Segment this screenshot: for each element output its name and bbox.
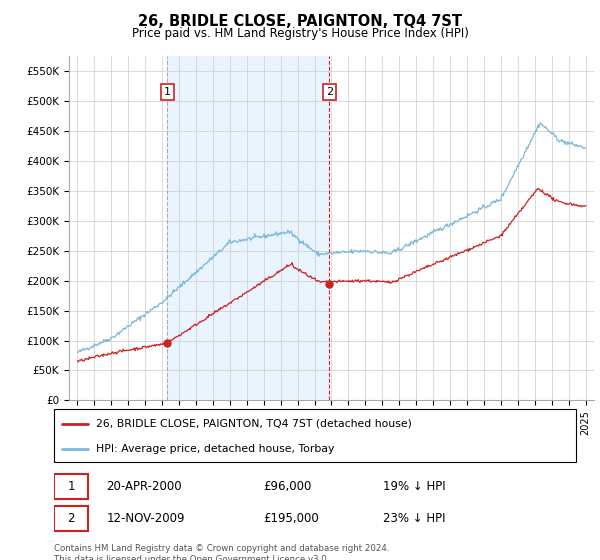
Text: 2: 2 (326, 87, 333, 97)
Text: 19% ↓ HPI: 19% ↓ HPI (383, 480, 445, 493)
Text: 26, BRIDLE CLOSE, PAIGNTON, TQ4 7ST (detached house): 26, BRIDLE CLOSE, PAIGNTON, TQ4 7ST (det… (96, 419, 412, 429)
Text: Price paid vs. HM Land Registry's House Price Index (HPI): Price paid vs. HM Land Registry's House … (131, 27, 469, 40)
Text: Contains HM Land Registry data © Crown copyright and database right 2024.
This d: Contains HM Land Registry data © Crown c… (54, 544, 389, 560)
Text: HPI: Average price, detached house, Torbay: HPI: Average price, detached house, Torb… (96, 444, 334, 454)
Bar (167, 56, 329, 400)
Text: 26, BRIDLE CLOSE, PAIGNTON, TQ4 7ST: 26, BRIDLE CLOSE, PAIGNTON, TQ4 7ST (138, 14, 462, 29)
Text: 1: 1 (67, 480, 75, 493)
Text: 20-APR-2000: 20-APR-2000 (106, 480, 182, 493)
Text: 12-NOV-2009: 12-NOV-2009 (106, 512, 185, 525)
Bar (54, 506, 88, 531)
Text: 1: 1 (164, 87, 171, 97)
Text: 23% ↓ HPI: 23% ↓ HPI (383, 512, 445, 525)
Text: £195,000: £195,000 (263, 512, 319, 525)
Text: 2: 2 (67, 512, 75, 525)
Bar (54, 474, 88, 499)
Text: £96,000: £96,000 (263, 480, 311, 493)
